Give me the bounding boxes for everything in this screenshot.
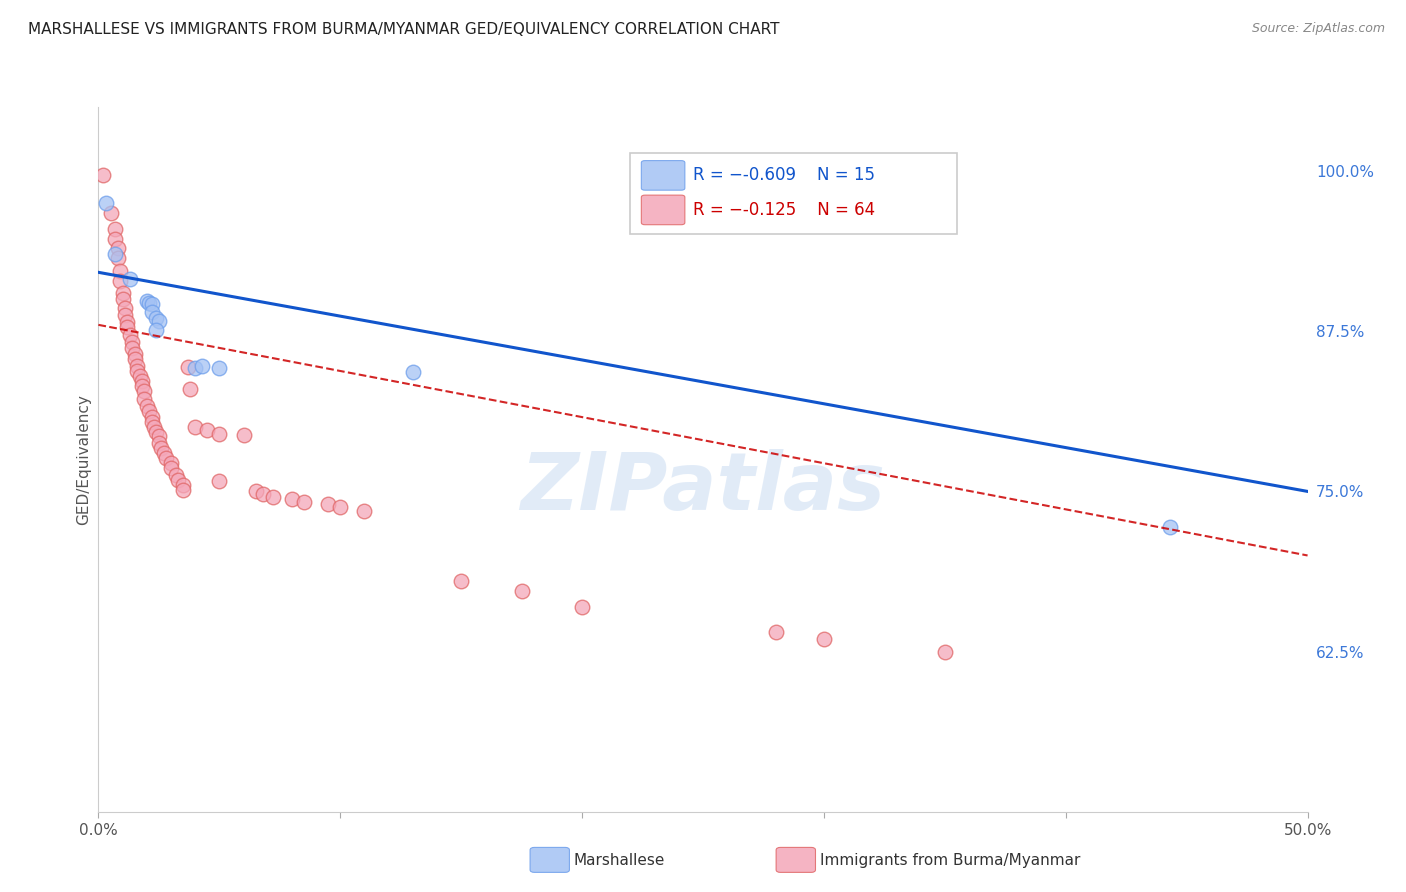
Point: [104, 247, 127, 261]
Point: [316, 497, 339, 511]
Point: [160, 461, 183, 475]
Text: Source: ZipAtlas.com: Source: ZipAtlas.com: [1251, 22, 1385, 36]
Point: [134, 392, 156, 406]
Text: ZIPatlas: ZIPatlas: [520, 449, 886, 526]
Point: [292, 494, 315, 508]
Point: [245, 484, 267, 499]
Point: [111, 285, 134, 300]
FancyBboxPatch shape: [641, 195, 685, 225]
Point: [135, 399, 157, 413]
Point: [121, 334, 143, 349]
Point: [281, 492, 304, 507]
Point: [148, 314, 170, 328]
Point: [94, 196, 117, 211]
Text: R = −-0.125    N = 64: R = −-0.125 N = 64: [693, 201, 876, 219]
Point: [141, 305, 163, 319]
Point: [134, 384, 156, 399]
Text: R = −-0.609    N = 15: R = −-0.609 N = 15: [693, 167, 876, 185]
Point: [450, 574, 472, 588]
Point: [114, 301, 136, 316]
Point: [232, 428, 254, 442]
Point: [150, 441, 173, 455]
Point: [141, 297, 163, 311]
Point: [117, 315, 139, 329]
Point: [138, 296, 160, 310]
Point: [117, 320, 139, 334]
Point: [104, 232, 127, 246]
Point: [100, 206, 122, 220]
Point: [121, 341, 143, 355]
Point: [510, 584, 533, 599]
Point: [184, 420, 207, 434]
Point: [571, 599, 593, 614]
Point: [127, 364, 149, 378]
Point: [104, 221, 127, 235]
Point: [107, 241, 129, 255]
Point: [141, 410, 163, 425]
Point: [160, 456, 183, 470]
Point: [118, 271, 141, 285]
Point: [353, 503, 375, 517]
Point: [148, 435, 170, 450]
Point: [107, 251, 129, 265]
Point: [108, 264, 131, 278]
Point: [1159, 520, 1181, 534]
Point: [91, 168, 114, 182]
Point: [131, 379, 153, 393]
Point: [108, 274, 131, 288]
Point: [184, 361, 207, 376]
Point: [111, 292, 134, 306]
Point: [148, 429, 170, 443]
Text: Immigrants from Burma/Myanmar: Immigrants from Burma/Myanmar: [820, 854, 1080, 868]
Point: [118, 328, 141, 343]
Point: [141, 415, 163, 429]
Point: [145, 311, 167, 326]
Point: [152, 446, 174, 460]
Point: [145, 323, 167, 337]
Point: [124, 347, 146, 361]
Point: [135, 293, 157, 308]
Point: [165, 467, 187, 482]
Point: [195, 423, 218, 437]
Point: [402, 365, 425, 379]
Point: [208, 426, 231, 441]
Point: [114, 308, 136, 322]
Point: [143, 420, 166, 434]
Point: [765, 625, 787, 640]
Y-axis label: GED/Equivalency: GED/Equivalency: [76, 394, 91, 524]
Point: [131, 374, 153, 388]
Point: [128, 369, 150, 384]
Point: [813, 632, 835, 646]
Point: [934, 644, 956, 658]
Point: [177, 360, 200, 375]
Point: [138, 403, 160, 417]
Text: MARSHALLESE VS IMMIGRANTS FROM BURMA/MYANMAR GED/EQUIVALENCY CORRELATION CHART: MARSHALLESE VS IMMIGRANTS FROM BURMA/MYA…: [28, 22, 779, 37]
FancyBboxPatch shape: [630, 153, 957, 234]
Point: [262, 490, 284, 504]
Point: [208, 474, 231, 488]
Point: [329, 500, 352, 514]
Point: [179, 382, 201, 396]
Point: [145, 425, 167, 440]
Point: [172, 483, 194, 497]
Point: [124, 352, 146, 367]
Text: Marshallese: Marshallese: [574, 854, 665, 868]
Point: [155, 451, 177, 466]
FancyBboxPatch shape: [641, 161, 685, 190]
Point: [127, 359, 149, 373]
Point: [252, 487, 274, 501]
Point: [172, 478, 194, 492]
Point: [191, 359, 214, 373]
Point: [208, 361, 231, 376]
Point: [167, 473, 190, 487]
